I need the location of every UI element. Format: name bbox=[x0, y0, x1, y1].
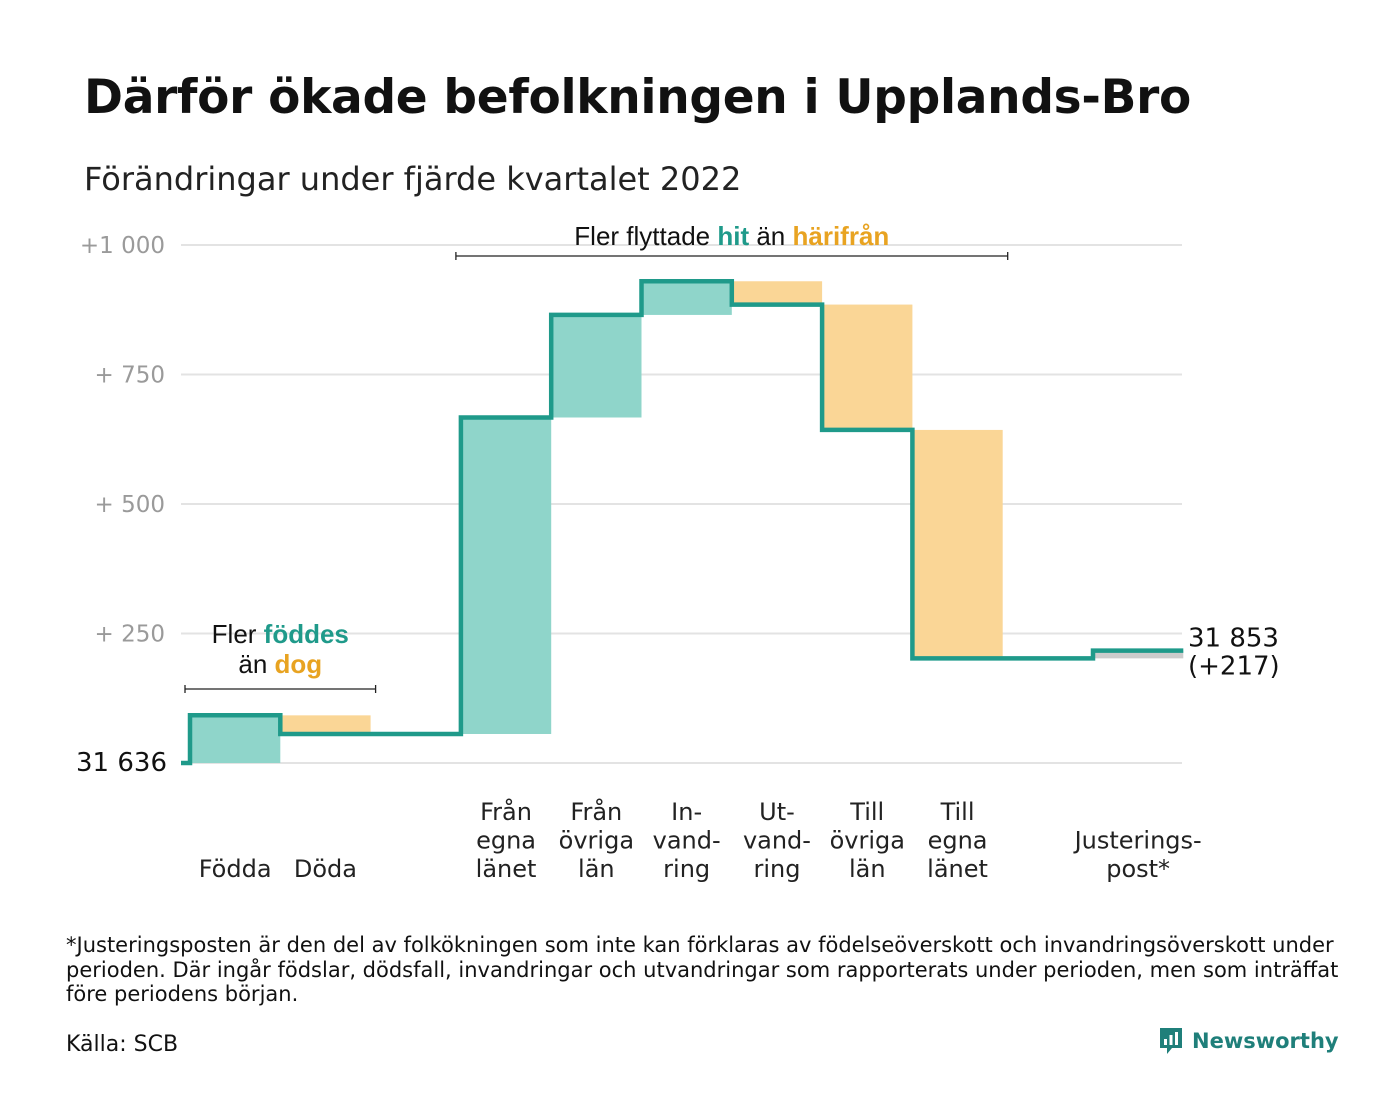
chart-title: Därför ökade befolkningen i Upplands-Bro bbox=[84, 70, 1191, 125]
waterfall-chart: + 250 + 500 + 750 +1 000 31 636 Födda Döda Från… bbox=[76, 221, 1280, 883]
waterfall-bar bbox=[1093, 650, 1184, 659]
annotation-migration-bracket bbox=[455, 252, 1009, 260]
category-label: Till bbox=[940, 798, 975, 826]
category-label: Döda bbox=[294, 855, 357, 883]
y-tick-label: + 500 bbox=[95, 492, 165, 518]
annotation-migration-line1: Fler flyttade hit än härifrån bbox=[574, 221, 889, 251]
waterfall-bar bbox=[551, 314, 642, 418]
category-label: ring bbox=[753, 855, 800, 883]
category-label: Från bbox=[570, 797, 622, 826]
waterfall-bar bbox=[731, 281, 823, 305]
annotation-births-bracket bbox=[184, 685, 377, 693]
category-label: In- bbox=[671, 798, 702, 826]
annotation-text-part: dog bbox=[275, 649, 323, 679]
waterfall-bar bbox=[460, 417, 552, 734]
source-credit: Källa: SCB bbox=[66, 1032, 179, 1057]
category-label: Till bbox=[849, 798, 884, 826]
waterfall-bar bbox=[822, 304, 913, 430]
category-label: egna bbox=[928, 827, 988, 855]
waterfall-bar bbox=[641, 281, 732, 315]
annotation-text-part: än bbox=[238, 649, 274, 679]
category-label: Justerings- bbox=[1073, 827, 1202, 855]
annotation-births-line1: Fler föddes bbox=[212, 619, 349, 649]
cumulative-step-line bbox=[181, 279, 1184, 766]
end-total-label: 31 853 bbox=[1188, 624, 1279, 654]
category-label: vand- bbox=[653, 827, 721, 855]
annotation-text-part: hit bbox=[717, 221, 749, 251]
newsworthy-logo-icon bbox=[1160, 1028, 1182, 1054]
chart-subtitle: Förändringar under fjärde kvartalet 2022 bbox=[84, 160, 742, 198]
baseline-label: 31 636 bbox=[76, 748, 167, 778]
category-label: Ut- bbox=[759, 798, 795, 826]
category-label: Födda bbox=[199, 855, 272, 883]
y-tick-label: + 750 bbox=[95, 363, 165, 389]
footnote: *Justeringsposten är den del av folkökni… bbox=[66, 933, 1339, 1006]
annotation-text-part: härifrån bbox=[792, 221, 889, 251]
annotation-text-part: Fler bbox=[212, 619, 264, 649]
category-label: övriga bbox=[830, 827, 905, 855]
end-change-label: (+217) bbox=[1188, 652, 1280, 682]
category-label: egna bbox=[476, 827, 536, 855]
y-tick-label: +1 000 bbox=[80, 233, 165, 259]
waterfall-bar bbox=[190, 715, 281, 763]
brand-logo: Newsworthy bbox=[1158, 1026, 1339, 1056]
category-label: län bbox=[849, 855, 886, 883]
annotation-text-part: Fler flyttade bbox=[574, 221, 717, 251]
category-label: Från bbox=[480, 797, 532, 826]
annotation-text-part: än bbox=[749, 221, 792, 251]
waterfall-bar bbox=[280, 715, 371, 734]
waterfall-bar bbox=[912, 429, 1003, 659]
category-label: länet bbox=[927, 855, 988, 883]
category-label: post* bbox=[1106, 855, 1170, 883]
y-tick-label: + 250 bbox=[95, 622, 165, 648]
bars-group bbox=[190, 281, 1184, 763]
category-label: länet bbox=[476, 855, 537, 883]
annotation-births-line2: än dog bbox=[238, 649, 322, 679]
annotation-text-part: föddes bbox=[264, 619, 349, 649]
category-label: ring bbox=[663, 855, 710, 883]
category-label: övriga bbox=[559, 827, 634, 855]
brand-name: Newsworthy bbox=[1192, 1029, 1339, 1053]
category-label: län bbox=[578, 855, 615, 883]
category-label: vand- bbox=[743, 827, 811, 855]
